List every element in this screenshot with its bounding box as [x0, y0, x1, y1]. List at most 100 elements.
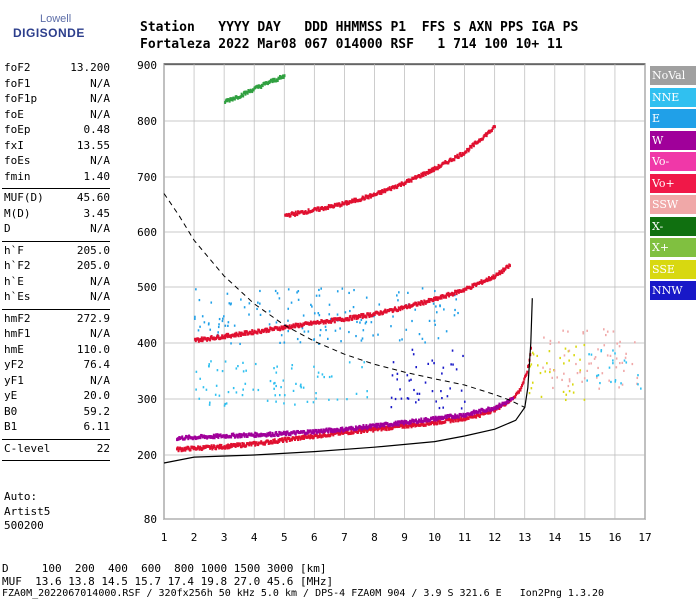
trace-point	[330, 427, 333, 431]
trace-point	[368, 315, 371, 319]
scatter-point	[218, 323, 220, 326]
scatter-point	[618, 362, 621, 365]
trace-point	[339, 432, 342, 436]
x-tick-label: 2	[191, 531, 198, 544]
scatter-point	[583, 398, 586, 401]
scatter-point	[320, 287, 322, 290]
scatter-point	[324, 325, 327, 328]
scatter-point	[586, 379, 588, 382]
x-tick-label: 6	[311, 531, 318, 544]
trace-point	[462, 412, 465, 416]
scatter-point	[336, 290, 339, 293]
trace-point	[223, 334, 226, 338]
trace-point	[494, 274, 497, 278]
scatter-point	[594, 356, 597, 359]
scatter-point	[217, 325, 220, 329]
trace-point	[477, 410, 480, 414]
trace-point	[271, 431, 274, 435]
param-name: foF2	[4, 61, 31, 74]
scatter-point	[291, 364, 294, 367]
trace-point	[422, 173, 425, 177]
scatter-point	[548, 350, 551, 353]
legend-item: NNW	[650, 281, 696, 300]
trace-point	[318, 435, 321, 439]
trace-point	[176, 446, 179, 450]
scatter-point	[364, 322, 367, 325]
trace-point	[430, 167, 433, 171]
scatter-point	[391, 374, 394, 377]
trace-point	[505, 402, 508, 406]
scatter-point	[568, 380, 571, 383]
echo-traces	[176, 74, 533, 453]
scatter-point	[328, 375, 331, 379]
scatter-point	[411, 319, 413, 323]
param-value: 22	[96, 441, 110, 455]
trace-point	[323, 431, 326, 435]
trace-point	[428, 299, 431, 303]
scatter-point	[549, 370, 551, 374]
trace-point	[291, 438, 294, 442]
trace-point	[523, 377, 526, 381]
scatter-point	[334, 329, 337, 332]
scatter-point	[416, 392, 419, 395]
trace-point	[213, 445, 216, 449]
trace-point	[502, 267, 505, 271]
legend-item: X-	[650, 216, 696, 236]
scatter-point	[336, 398, 339, 401]
scatter-point	[297, 298, 300, 301]
trace-point	[306, 429, 309, 433]
trace-point	[285, 439, 288, 443]
scatter-point	[242, 361, 244, 364]
scatter-point	[623, 369, 625, 372]
scatter-point	[563, 372, 565, 375]
scatter-point	[300, 386, 302, 389]
trace-point	[184, 436, 187, 440]
trace-point	[294, 210, 297, 214]
trace-point	[212, 436, 215, 440]
scatter-point	[240, 298, 242, 301]
scatter-point	[407, 397, 410, 400]
trace-point	[480, 279, 483, 283]
trace-point	[341, 426, 344, 430]
trace-point	[252, 331, 255, 335]
param-value: 20.0	[83, 389, 111, 402]
trace-point	[345, 200, 348, 204]
param-row: fmin 1.40	[4, 170, 110, 184]
scatter-point	[568, 349, 571, 352]
trace-point	[230, 335, 233, 339]
trace-point	[349, 314, 352, 318]
scatter-point	[536, 364, 539, 367]
scatter-point	[612, 349, 614, 352]
trace-point	[414, 175, 417, 179]
trace-point	[309, 320, 312, 324]
trace-point	[242, 444, 245, 448]
scatter-point	[302, 314, 305, 317]
scatter-point	[275, 371, 278, 374]
trace-point	[257, 328, 260, 332]
scatter-point	[355, 392, 358, 395]
param-name: h`F	[4, 243, 24, 257]
scatter-point	[431, 390, 434, 393]
trace-point	[457, 155, 460, 159]
trace-point	[380, 191, 383, 195]
scatter-point	[292, 389, 295, 392]
scatter-point	[597, 374, 600, 377]
trace-point	[306, 435, 309, 439]
trace-point	[217, 435, 220, 439]
scatter-point	[590, 353, 593, 356]
scatter-point	[318, 294, 321, 297]
x-tick-label: 4	[251, 531, 258, 544]
scatter-point	[400, 397, 403, 400]
trace-point	[487, 406, 490, 410]
trace-point	[333, 317, 336, 321]
trace-point	[245, 433, 248, 437]
trace-point	[501, 271, 504, 275]
trace-point	[353, 197, 356, 201]
legend-item: X+	[650, 238, 696, 257]
param-value: N/A	[90, 154, 110, 167]
scatter-point	[414, 308, 417, 311]
scatter-point	[443, 308, 445, 311]
trace-point	[457, 415, 460, 419]
scatter-point	[221, 369, 224, 373]
trace-point	[520, 384, 523, 388]
